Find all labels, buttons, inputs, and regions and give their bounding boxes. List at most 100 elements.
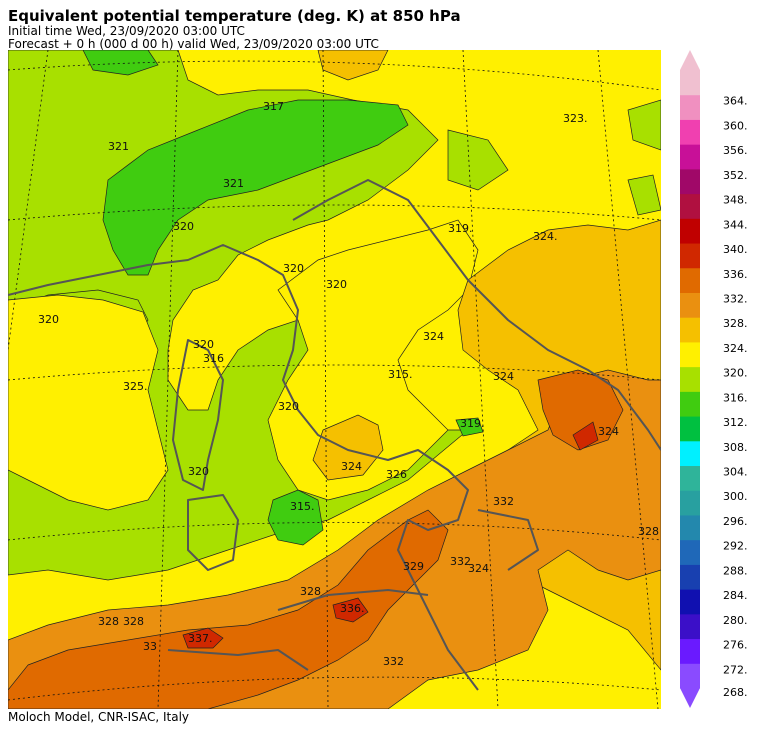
legend-swatch [680, 514, 700, 541]
region-gold-top [317, 50, 389, 81]
legend-swatch [680, 564, 700, 590]
region-yellow-center [267, 219, 479, 501]
contour-label: 320 [188, 465, 209, 478]
legend-level-label: 288. [723, 564, 748, 577]
legend-swatch [680, 638, 700, 664]
legend-swatch [680, 317, 700, 343]
legend-level-label: 300. [723, 490, 748, 503]
legend-level-label: 360. [723, 119, 748, 132]
contour-label: 317 [263, 100, 284, 113]
contour-label: 323. [563, 112, 588, 125]
legend-level-label: 272. [723, 663, 748, 676]
contour-label: 326 [386, 468, 407, 481]
legend-swatch [680, 193, 700, 219]
contour-label: 332 [450, 555, 471, 568]
contour-label: 321 [223, 177, 244, 190]
contour-label: 325. [123, 380, 148, 393]
contour-label: 337. [188, 632, 213, 645]
legend-level-label: 324. [723, 342, 748, 355]
legend-arrow-top [680, 50, 700, 70]
legend-swatch [680, 391, 700, 417]
legend-level-label: 320. [723, 367, 748, 380]
region-green-ne [447, 129, 509, 191]
contour-labels: 321317321320320320320325.320316315.32032… [38, 100, 659, 668]
legend-swatch [680, 94, 700, 120]
legend-swatch [680, 168, 700, 195]
model-credit: Moloch Model, CNR-ISAC, Italy [8, 710, 190, 724]
legend-swatch [680, 663, 700, 689]
legend-level-label: 284. [723, 589, 748, 602]
legend-swatch [680, 243, 700, 269]
legend-swatch [680, 465, 700, 491]
contour-label: 328 [300, 585, 321, 598]
region-red-orange-east [537, 369, 624, 451]
region-yellow-west [8, 294, 169, 511]
legend-swatch [680, 416, 700, 442]
legend-swatch [680, 119, 700, 145]
contour-label: 320 [278, 400, 299, 413]
contour-label: 332 [383, 655, 404, 668]
contour-label: 324 [423, 330, 444, 343]
region-orange-south [8, 369, 661, 709]
contour-label: 320 [326, 278, 347, 291]
contour-label: 33 [143, 640, 157, 653]
legend-swatch [680, 440, 700, 467]
contour-label: 320 [283, 262, 304, 275]
contour-label: 324. [533, 230, 558, 243]
contour-label: 320 [38, 313, 59, 326]
region-dark-green-1 [267, 489, 324, 546]
legend-level-label: 312. [723, 416, 748, 429]
legend-swatch [680, 144, 700, 170]
contour-label: 321 [108, 140, 129, 153]
contour-label: 329 [403, 560, 424, 573]
initial-time-text: Initial time Wed, 23/09/2020 03:00 UTC [8, 24, 245, 38]
contour-label: 315. [388, 368, 413, 381]
legend-arrow-bottom [680, 688, 700, 708]
legend-swatch [680, 70, 700, 96]
legend-level-label: 340. [723, 243, 748, 256]
contour-label: 324 [598, 425, 619, 438]
contour-label: 332 [493, 495, 514, 508]
region-green-east2 [627, 174, 661, 216]
legend-swatch [680, 267, 700, 293]
contour-label: 324 [468, 562, 489, 575]
contour-label: 336. [340, 602, 365, 615]
theta-e-map: 321317321320320320320325.320316315.32032… [8, 50, 661, 709]
region-dark-green-alps [102, 99, 409, 276]
contour-label: 324 [341, 460, 362, 473]
legend-swatch [680, 218, 700, 244]
legend-level-label: 348. [723, 194, 748, 207]
contour-label: 315. [290, 500, 315, 513]
contour-label: 324 [493, 370, 514, 383]
contour-label: 328 [638, 525, 659, 538]
legend-level-label: 280. [723, 614, 748, 627]
legend-level-label: 332. [723, 292, 748, 305]
legend-level-label: 356. [723, 144, 748, 157]
legend-level-label: 292. [723, 540, 748, 553]
region-gold-center [312, 414, 384, 481]
legend-swatch [680, 490, 700, 516]
legend-level-label: 276. [723, 639, 748, 652]
region-green-east [627, 99, 661, 151]
region-dark-green-nw [82, 50, 159, 76]
contour-label: 319. [448, 222, 473, 235]
contour-label: 320 [173, 220, 194, 233]
region-red-orange [8, 509, 449, 709]
legend-swatch [680, 366, 700, 392]
legend-level-label: 364. [723, 95, 748, 108]
legend-labels: 268. 272. 276. 280. 284. 288. 292. 296. 300. 304.… [723, 95, 748, 699]
contour-label: 320 [193, 338, 214, 351]
legend-bars [680, 50, 700, 708]
legend-swatch [680, 589, 700, 615]
contour-label: 319. [460, 417, 485, 430]
region-dark-green-small [455, 417, 484, 437]
contour-label: 328 [123, 615, 144, 628]
legend-swatch [680, 539, 700, 565]
legend-level-label: 296. [723, 515, 748, 528]
legend-swatch [680, 613, 700, 640]
legend-level-label: 304. [723, 466, 748, 479]
coastlines [8, 179, 661, 691]
region-red-1 [182, 627, 224, 649]
contour-label: 328 [98, 615, 119, 628]
color-legend: 268. 272. 276. 280. 284. 288. 292. 296. 300. 304.… [680, 50, 748, 708]
